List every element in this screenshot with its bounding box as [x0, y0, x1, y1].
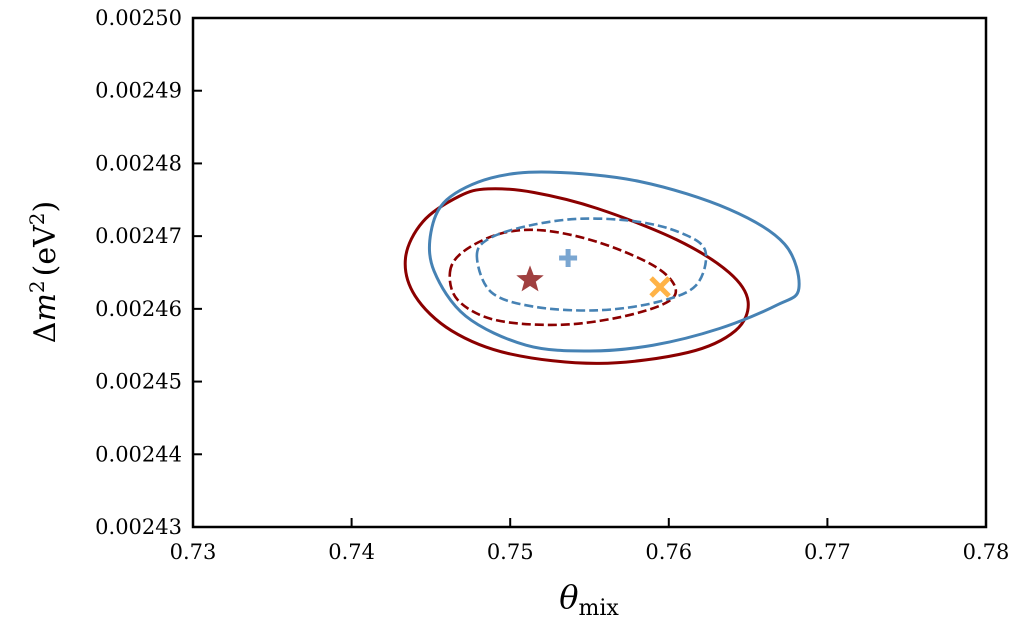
- plot-frame: [191, 16, 988, 529]
- marker-red-star: [516, 265, 544, 292]
- ticks-layer: 0.73 0.74 0.75 0.76 0.77 0.78 0.00243 0.00244 0.…: [95, 6, 1009, 564]
- y-axis-title-delta: Δ: [28, 322, 63, 344]
- y-axis-title: Δm2(eV2): [25, 201, 63, 343]
- y-tick-label: 0.00245: [95, 370, 182, 394]
- contour-blue-inner: [475, 217, 708, 312]
- y-axis-title-sup: 2: [25, 280, 49, 293]
- contour-blue-outer: [427, 170, 801, 353]
- y-tick-label: 0.00247: [95, 224, 182, 248]
- y-tick-label: 0.00246: [95, 297, 182, 321]
- marker-orange-x: [649, 276, 671, 298]
- y-axis-title-unit-open: (eV: [28, 224, 63, 276]
- x-tick-label: 0.77: [804, 540, 851, 564]
- y-tick-label: 0.00249: [95, 79, 182, 103]
- x-axis-title-symbol: θ: [559, 578, 578, 616]
- x-tick-label: 0.75: [487, 540, 534, 564]
- marker-blue-plus: [559, 248, 578, 267]
- y-axis-title-unit-sup: 2: [25, 213, 49, 226]
- y-tick-label: 0.00248: [95, 151, 182, 175]
- x-tick-label: 0.74: [328, 540, 375, 564]
- y-axis-title-var: m: [28, 293, 63, 321]
- contours-layer: [403, 170, 801, 365]
- x-tick-label: 0.76: [645, 540, 692, 564]
- y-tick-label: 0.00244: [95, 442, 182, 466]
- markers-layer: [516, 248, 671, 298]
- y-tick-label: 0.00250: [95, 6, 182, 30]
- contour-red-outer: [403, 187, 750, 365]
- y-tick-label: 0.00243: [95, 515, 182, 539]
- x-tick-label: 0.78: [963, 540, 1010, 564]
- x-axis-title: θmix: [559, 578, 619, 621]
- x-tick-label: 0.73: [170, 540, 217, 564]
- x-axis-title-subscript: mix: [578, 596, 619, 621]
- y-axis-title-unit-close: ): [28, 201, 63, 213]
